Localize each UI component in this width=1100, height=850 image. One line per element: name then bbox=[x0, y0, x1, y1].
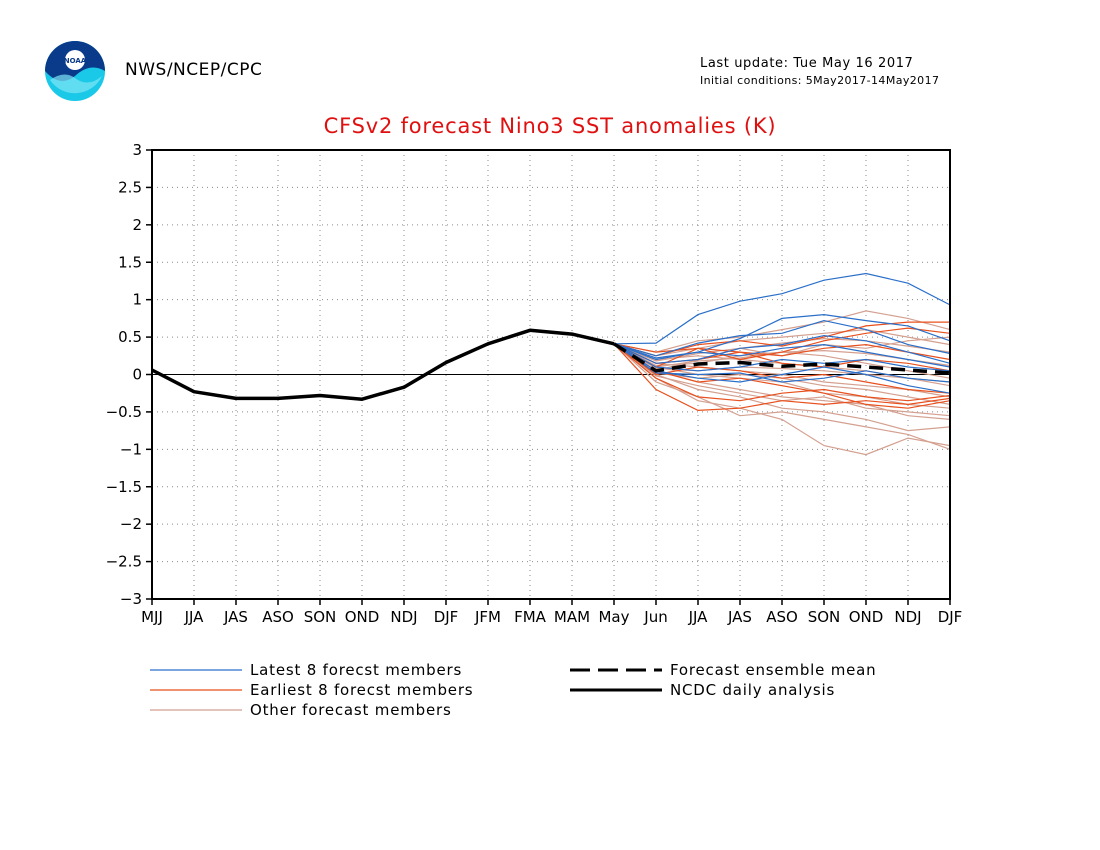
legend-obs-label: NCDC daily analysis bbox=[670, 681, 835, 699]
noaa-logo: NOAA bbox=[45, 41, 105, 101]
x-tick-label: JJA bbox=[688, 608, 709, 626]
y-tick-label: −0.5 bbox=[106, 403, 142, 421]
x-tick-label: DJF bbox=[938, 608, 963, 626]
x-tick-label: Jun bbox=[643, 608, 667, 626]
x-tick-label: MJJ bbox=[141, 608, 163, 626]
x-tick-label: OND bbox=[345, 608, 380, 626]
y-tick-label: −2.5 bbox=[106, 553, 142, 571]
y-tick-label: −3 bbox=[120, 590, 142, 608]
x-tick-label: ASO bbox=[262, 608, 294, 626]
other-member-line bbox=[613, 343, 951, 387]
x-tick-label: ASO bbox=[766, 608, 798, 626]
y-tick-label: −2 bbox=[120, 515, 142, 533]
observed-analysis bbox=[151, 328, 615, 401]
legend-latest-label: Latest 8 forecst members bbox=[250, 661, 462, 679]
ensemble-mean bbox=[613, 342, 951, 375]
other-member-line bbox=[613, 337, 951, 362]
y-tick-label: 2 bbox=[132, 216, 142, 234]
y-tick-label: 0.5 bbox=[118, 328, 142, 346]
earliest-member-line bbox=[613, 343, 951, 402]
legend-earliest-label: Earliest 8 forecst members bbox=[250, 681, 473, 699]
y-tick-label: 1 bbox=[132, 291, 142, 309]
logo-wordmark: NOAA bbox=[64, 57, 87, 65]
x-tick-label: JJA bbox=[184, 608, 205, 626]
y-tick-label: −1.5 bbox=[106, 478, 142, 496]
latest-member-line bbox=[613, 343, 951, 368]
y-tick-label: 3 bbox=[132, 141, 142, 159]
x-tick-label: NDJ bbox=[390, 608, 417, 626]
observed-line bbox=[151, 328, 615, 401]
earliest-member-line bbox=[613, 343, 951, 394]
legend: Latest 8 forecst members Earliest 8 forec… bbox=[150, 661, 876, 719]
earliest-member-line bbox=[613, 343, 951, 409]
latest-member-line bbox=[613, 343, 951, 372]
latest-member-line bbox=[613, 343, 951, 394]
organization-label: NWS/NCEP/CPC bbox=[125, 60, 263, 80]
latest-member-line bbox=[613, 272, 951, 345]
earliest-member-line bbox=[613, 343, 951, 372]
x-tick-label: JAS bbox=[727, 608, 752, 626]
y-tick-label: 2.5 bbox=[118, 178, 142, 196]
ensemble-mean-line bbox=[613, 342, 951, 375]
y-tick-label: −1 bbox=[120, 440, 142, 458]
x-tick-label: SON bbox=[808, 608, 841, 626]
chart-title: CFSv2 forecast Nino3 SST anomalies (K) bbox=[323, 114, 777, 138]
legend-mean-label: Forecast ensemble mean bbox=[670, 661, 876, 679]
x-axis: MJJ JJA JAS ASO SON OND NDJ DJF JFM FMA MAM May Jun J… bbox=[141, 599, 962, 626]
y-axis: 3 2.5 2 1.5 1 0.5 0 −0.5 −1 −1.5 −2 −2.5 −3 bbox=[106, 141, 152, 608]
x-tick-label: FMA bbox=[514, 608, 547, 626]
other-member-line bbox=[613, 343, 951, 456]
x-tick-label: OND bbox=[849, 608, 884, 626]
other-members bbox=[613, 310, 951, 456]
x-tick-label: May bbox=[598, 608, 629, 626]
other-member-line bbox=[613, 343, 951, 450]
latest-member-line bbox=[613, 334, 951, 364]
x-tick-label: JAS bbox=[223, 608, 248, 626]
latest-member-line bbox=[613, 319, 951, 357]
x-tick-label: JFM bbox=[474, 608, 501, 626]
y-tick-label: 0 bbox=[132, 366, 142, 384]
latest-member-line bbox=[613, 313, 951, 361]
legend-other-label: Other forecast members bbox=[250, 701, 452, 719]
other-member-line bbox=[613, 310, 951, 353]
last-update-label: Last update: Tue May 16 2017 bbox=[700, 56, 914, 71]
other-member-line bbox=[613, 328, 951, 357]
earliest-member-line bbox=[613, 327, 951, 361]
x-tick-label: NDJ bbox=[894, 608, 921, 626]
x-tick-label: SON bbox=[304, 608, 337, 626]
earliest-member-line bbox=[613, 343, 951, 412]
x-tick-label: MAM bbox=[554, 608, 590, 626]
x-tick-label: DJF bbox=[434, 608, 459, 626]
initial-conditions-label: Initial conditions: 5May2017-14May2017 bbox=[700, 74, 940, 87]
y-tick-label: 1.5 bbox=[118, 253, 142, 271]
latest-members bbox=[613, 272, 951, 394]
